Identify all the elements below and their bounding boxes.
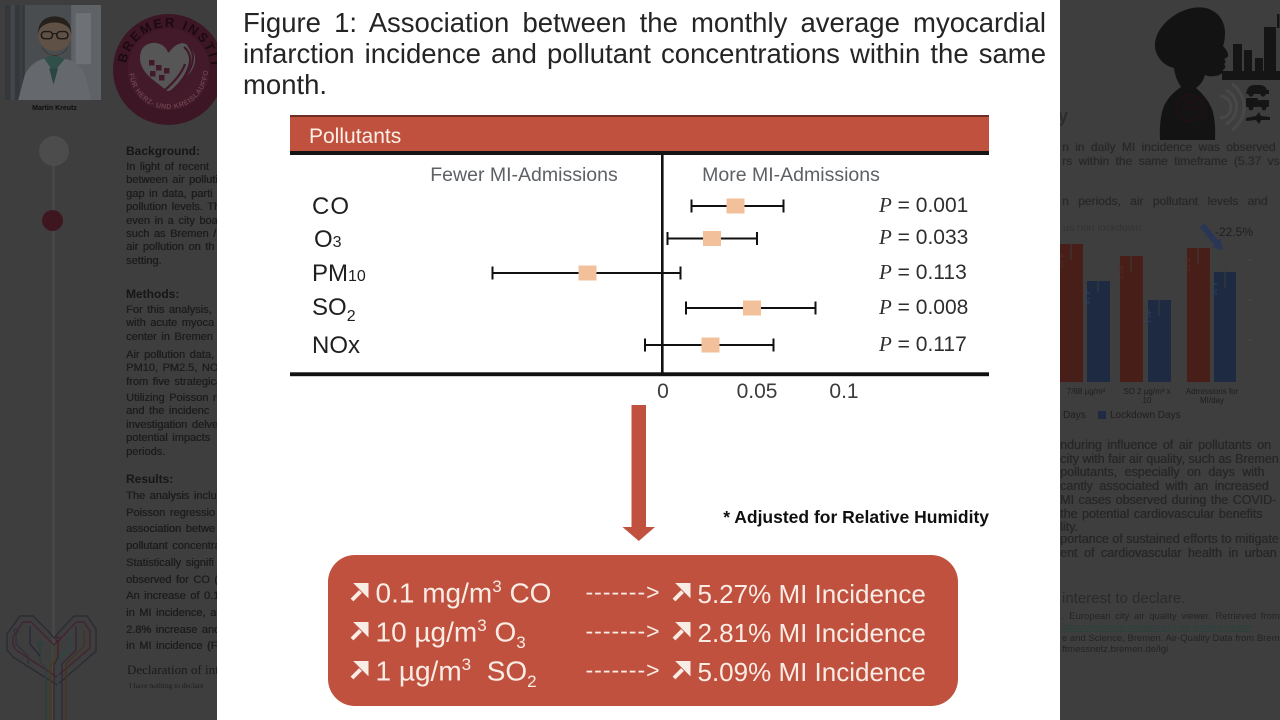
svg-text:57.1: 57.1 [1116,266,1123,280]
svg-text:4.16: 4.16 [1210,282,1217,296]
svg-text:5.37: 5.37 [1060,254,1063,268]
svg-text:5.37: 5.37 [1183,258,1190,272]
svg-text:4.16: 4.16 [1083,291,1090,305]
svg-text:40.1: 40.1 [1144,310,1151,324]
